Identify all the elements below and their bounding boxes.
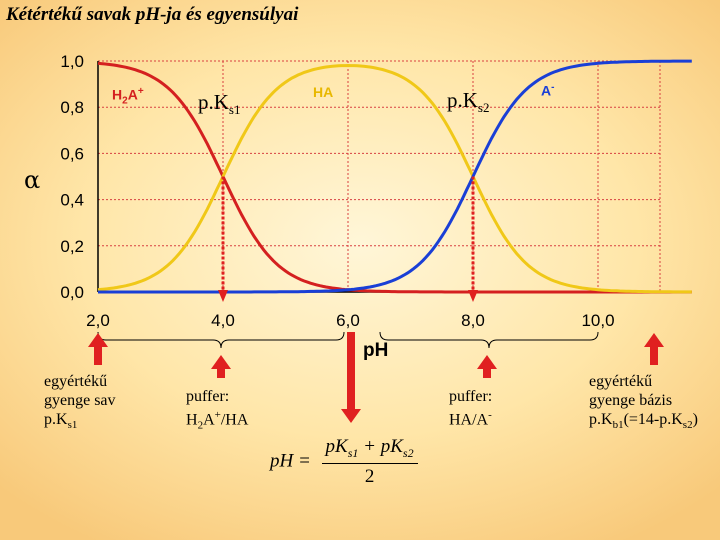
series-line-ha bbox=[97, 63, 692, 294]
x-tick-label: 8,0 bbox=[461, 311, 485, 330]
y-tick-label: 0,6 bbox=[60, 144, 84, 163]
annotation-buffer1: puffer: H2A+/HA bbox=[186, 388, 249, 432]
up-arrow-head bbox=[477, 355, 497, 369]
up-arrow-shaft bbox=[483, 367, 491, 378]
annotation-buffer2: puffer: HA/A- bbox=[449, 388, 493, 429]
pk2-label: p.Ks2 bbox=[447, 88, 490, 116]
series-label-h2a: H2A+ bbox=[112, 86, 144, 107]
pk-marker-arrowhead bbox=[218, 290, 228, 302]
down-arrow-shaft bbox=[347, 332, 355, 411]
tick-labels: 0,0 0,2 0,4 0,6 0,8 1,0 2,0 4,0 6,0 8,0 10,0 bbox=[60, 52, 614, 330]
y-tick-label: 0,8 bbox=[60, 98, 84, 117]
up-arrow-head bbox=[88, 333, 108, 347]
series-line-h2a bbox=[97, 61, 692, 294]
ph-formula: pH = pKs1 + pKs2 2 bbox=[270, 436, 418, 488]
up-arrow-head bbox=[644, 333, 664, 347]
x-tick-label: 2,0 bbox=[86, 311, 110, 330]
slide-title: Kétértékű savak pH-ja és egyensúlyai bbox=[6, 4, 299, 25]
up-arrow-shaft bbox=[217, 367, 225, 378]
pk-marker-arrowhead bbox=[468, 290, 478, 302]
pk-markers bbox=[218, 176, 478, 302]
x-axis-title: pH bbox=[363, 340, 389, 361]
x-tick-label: 4,0 bbox=[211, 311, 235, 330]
x-tick-label: 6,0 bbox=[336, 311, 360, 330]
series-label-ha: HA bbox=[313, 84, 334, 100]
y-axis-title: α bbox=[24, 166, 41, 194]
y-tick-label: 0,4 bbox=[60, 191, 84, 210]
y-tick-label: 1,0 bbox=[60, 52, 84, 71]
series-label-a: A- bbox=[541, 82, 555, 99]
range-brace bbox=[379, 331, 599, 349]
series-line-a bbox=[98, 59, 692, 294]
up-arrows bbox=[88, 332, 664, 423]
range-brace bbox=[97, 331, 345, 349]
gridlines bbox=[97, 60, 661, 293]
y-tick-label: 0,0 bbox=[60, 283, 84, 302]
annotation-weak-acid: egyértékű gyenge sav p.Ks1 bbox=[44, 373, 116, 432]
down-arrow-head bbox=[341, 409, 361, 423]
annotation-weak-base: egyértékű gyenge bázis p.Kb1(=14-p.Ks2) bbox=[589, 373, 698, 432]
series-lines bbox=[97, 59, 692, 294]
pk1-label: p.Ks1 bbox=[198, 90, 241, 118]
x-tick-label: 10,0 bbox=[581, 311, 614, 330]
up-arrow-shaft bbox=[94, 345, 102, 365]
up-arrow-head bbox=[211, 355, 231, 369]
up-arrow-shaft bbox=[650, 345, 658, 365]
y-tick-label: 0,2 bbox=[60, 237, 84, 256]
